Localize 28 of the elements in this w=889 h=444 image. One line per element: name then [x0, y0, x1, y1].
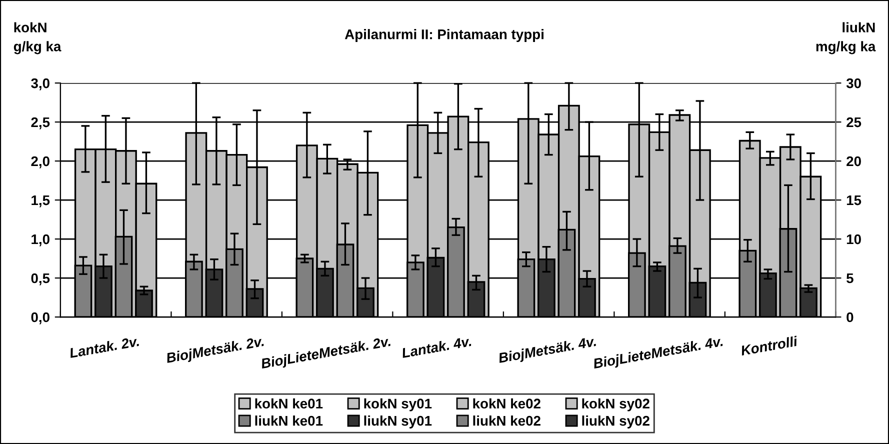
y2-tick-label: 15 — [846, 196, 862, 206]
y2-tick-label: 30 — [846, 78, 861, 88]
y2-tick-label: 0 — [846, 312, 854, 322]
legend-label: kokN sy02 — [582, 398, 650, 412]
y-tick-label: 0,5 — [31, 273, 50, 286]
legend-label: liukN ke02 — [473, 416, 540, 426]
legend-label: liukN ke01 — [255, 416, 323, 426]
legend-label: liukN sy01 — [364, 416, 432, 428]
y-tick-label: 3,0 — [31, 78, 50, 90]
y-tick-label: 2,0 — [31, 156, 50, 168]
y2-tick-label: 5 — [846, 273, 854, 284]
legend-label: kokN sy01 — [364, 398, 432, 412]
y-tick-label: 2,5 — [31, 117, 50, 130]
y-tick-label: 1,5 — [32, 196, 50, 208]
chart-title: Apilanurmi II: Pintamaan typpi — [344, 29, 544, 42]
legend-label: kokN ke01 — [255, 398, 323, 409]
y-tick-label: 0,0 — [31, 312, 50, 324]
y-tick-label: 1,0 — [32, 234, 50, 246]
y2-tick-label: 10 — [846, 234, 861, 244]
y-axis-title: kokN g/kg ka — [14, 22, 62, 54]
legend-label: liukN sy02 — [582, 416, 650, 428]
x-tick-label: Lantak. 4v. — [401, 336, 472, 358]
y2-axis-title: liukN mg/kg ka — [816, 22, 876, 54]
legend-label: kokN ke02 — [473, 398, 540, 409]
y2-tick-label: 25 — [846, 117, 862, 128]
x-tick-label: Kontrolli — [740, 336, 798, 356]
x-tick-label: Lantak. 2v. — [68, 336, 140, 358]
y2-tick-label: 20 — [846, 156, 861, 166]
